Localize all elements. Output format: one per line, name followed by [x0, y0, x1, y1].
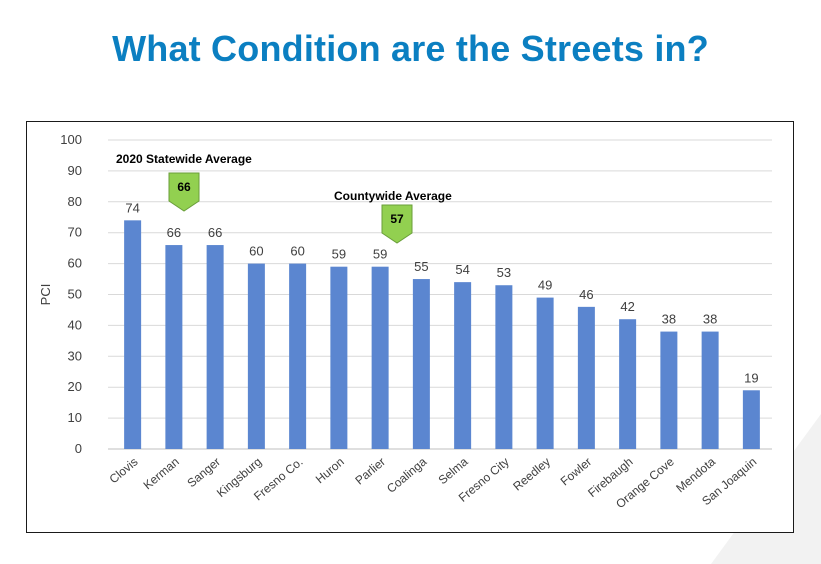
- x-tick-label: Parlier: [352, 455, 388, 488]
- bar: [536, 297, 554, 449]
- data-label: 74: [125, 200, 139, 215]
- y-axis-label: PCI: [38, 284, 53, 306]
- data-label: 59: [373, 247, 387, 262]
- x-tick-label: Coalinga: [384, 454, 430, 495]
- annotation-label: 2020 Statewide Average: [116, 152, 252, 166]
- y-tick-label: 40: [68, 317, 82, 332]
- data-label: 49: [538, 278, 552, 293]
- bar: [701, 331, 719, 449]
- bar: [165, 245, 183, 449]
- chart-frame: 0 10 20 30 40 50 60 70 80 90 100 PCI 74 66 66 60 60 59 5…: [26, 121, 794, 533]
- y-tick-label: 30: [68, 348, 82, 363]
- data-label: 66: [167, 225, 181, 240]
- data-label: 55: [414, 259, 428, 274]
- x-tick-label: Selma: [435, 454, 470, 487]
- data-label: 60: [249, 244, 263, 259]
- bar-chart: 0 10 20 30 40 50 60 70 80 90 100 PCI 74 66 66 60 60 59 5…: [38, 132, 772, 511]
- y-tick-label: 90: [68, 163, 82, 178]
- data-label: 38: [703, 312, 717, 327]
- y-tick-label: 10: [68, 410, 82, 425]
- data-label: 60: [290, 244, 304, 259]
- y-tick-labels: 0 10 20 30 40 50 60 70 80 90 100: [60, 132, 82, 456]
- annotation-label: Countywide Average: [334, 189, 452, 203]
- bar: [454, 282, 472, 449]
- x-tick-label: Kerman: [141, 455, 182, 493]
- average-marker-value: 66: [177, 180, 191, 194]
- y-tick-label: 70: [68, 225, 82, 240]
- x-tick-label: Sanger: [184, 455, 223, 491]
- data-label: 42: [620, 299, 634, 314]
- bar: [742, 390, 760, 449]
- data-label: 38: [662, 312, 676, 327]
- y-tick-label: 60: [68, 256, 82, 271]
- y-tick-label: 80: [68, 194, 82, 209]
- data-label: 59: [332, 247, 346, 262]
- bar: [289, 263, 307, 449]
- data-labels: 74 66 66 60 60 59 59 55 54 53 49 46 42 38 38 19: [125, 200, 758, 385]
- y-tick-label: 100: [60, 132, 82, 147]
- data-label: 19: [744, 370, 758, 385]
- x-tick-label: Clovis: [107, 455, 141, 487]
- average-marker: [168, 172, 200, 212]
- x-tick-label: Reedley: [510, 455, 553, 494]
- data-label: 46: [579, 287, 593, 302]
- y-tick-label: 50: [68, 287, 82, 302]
- bar: [660, 331, 678, 449]
- x-tick-label: Huron: [313, 455, 347, 487]
- data-label: 54: [455, 262, 469, 277]
- bar: [330, 266, 348, 449]
- y-tick-label: 0: [75, 441, 82, 456]
- bar: [206, 245, 224, 449]
- bar: [495, 285, 513, 449]
- data-label: 53: [497, 265, 511, 280]
- bar: [619, 319, 637, 449]
- average-marker: [381, 204, 413, 244]
- y-tick-label: 20: [68, 379, 82, 394]
- annotations: 2020 Statewide Average 66 Countywide Avera…: [116, 152, 452, 244]
- data-label: 66: [208, 225, 222, 240]
- bar: [124, 220, 142, 449]
- bar: [371, 266, 389, 449]
- average-marker-value: 57: [390, 212, 404, 226]
- x-tick-label: Fowler: [558, 455, 595, 489]
- page-title: What Condition are the Streets in?: [112, 28, 709, 69]
- bar: [412, 279, 430, 449]
- bar: [247, 263, 265, 449]
- bar: [577, 306, 595, 449]
- bars: [124, 220, 760, 449]
